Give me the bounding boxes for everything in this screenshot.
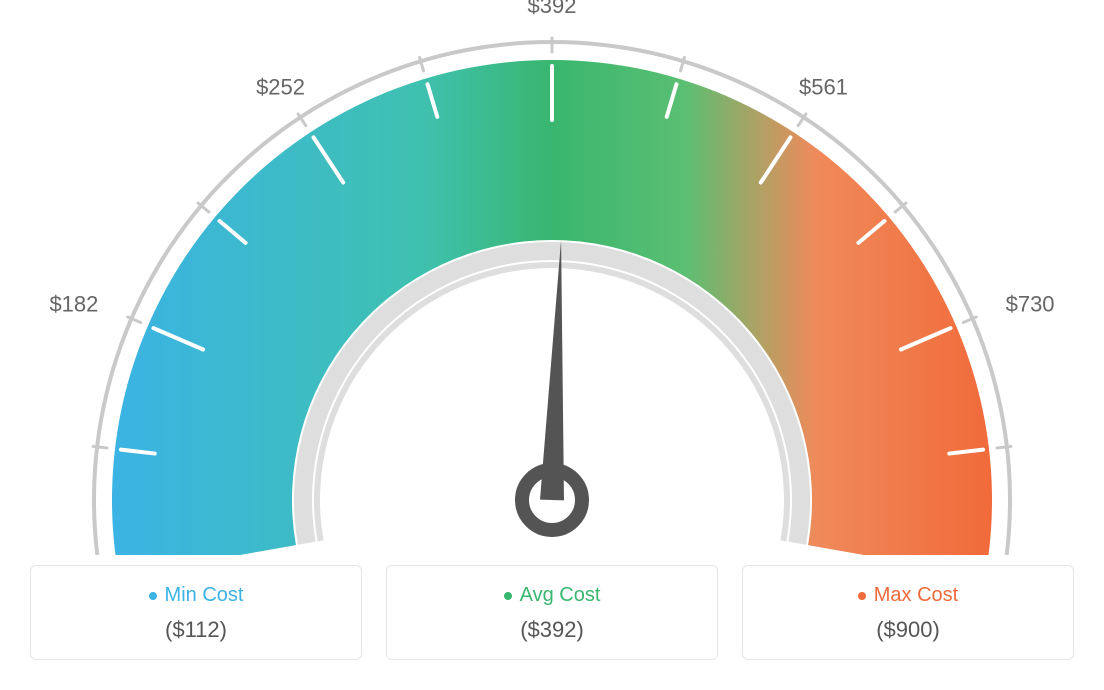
legend-avg-label: Avg Cost [520, 584, 601, 607]
legend-min-title: Min Cost [149, 584, 244, 607]
legend-avg-value: ($392) [387, 617, 717, 643]
legend-max-label: Max Cost [874, 584, 958, 607]
legend-min-value: ($112) [31, 617, 361, 643]
dot-icon [504, 592, 512, 600]
legend-max-value: ($900) [743, 617, 1073, 643]
svg-text:$182: $182 [49, 291, 98, 316]
dot-icon [858, 592, 866, 600]
legend-row: Min Cost ($112) Avg Cost ($392) Max Cost… [0, 565, 1104, 660]
legend-max-title: Max Cost [858, 584, 958, 607]
svg-text:$561: $561 [799, 74, 848, 99]
legend-card-max: Max Cost ($900) [742, 565, 1074, 660]
legend-avg-title: Avg Cost [504, 584, 601, 607]
dot-icon [149, 592, 157, 600]
svg-text:$392: $392 [528, 0, 577, 18]
gauge-chart: $112$182$252$392$561$730$900 [0, 0, 1104, 555]
svg-text:$252: $252 [256, 74, 305, 99]
legend-card-min: Min Cost ($112) [30, 565, 362, 660]
legend-min-label: Min Cost [165, 584, 244, 607]
svg-text:$730: $730 [1006, 291, 1055, 316]
legend-card-avg: Avg Cost ($392) [386, 565, 718, 660]
